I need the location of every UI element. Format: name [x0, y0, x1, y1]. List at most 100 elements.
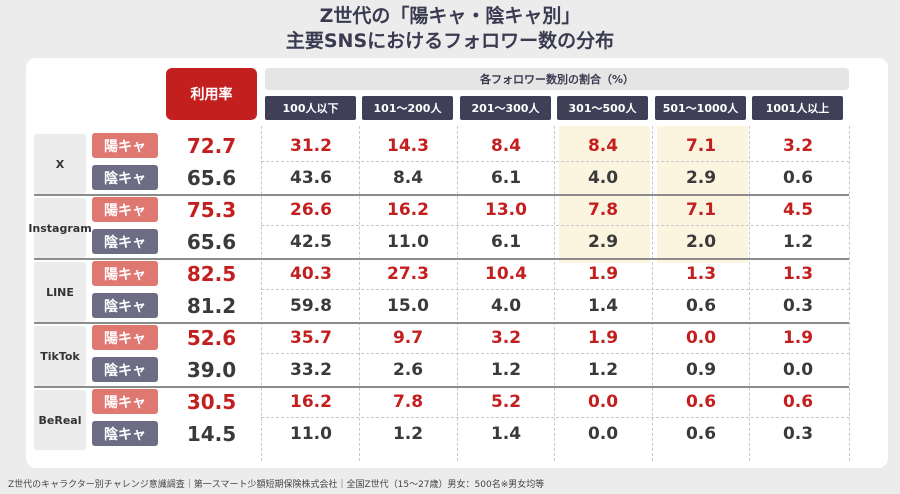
chart-title: Z世代の「陽キャ・陰キャ別」 主要SNSにおけるフォロワー数の分布 [0, 4, 900, 54]
platform-name-line: Be [38, 413, 55, 427]
share-value: 10.4 [485, 263, 527, 284]
platform-divider [34, 258, 849, 260]
usage-rate-value: 65.6 [186, 229, 237, 254]
column-header: 1001人以上 [752, 96, 843, 120]
share-value: 1.2 [392, 423, 424, 444]
platform-label: X [34, 134, 86, 194]
share-value: 0.0 [782, 359, 814, 380]
share-value: 16.2 [290, 391, 332, 412]
platform-name-line: X [55, 157, 65, 171]
share-value: 13.0 [485, 199, 527, 220]
share-value: 0.6 [782, 167, 814, 188]
share-value: 8.4 [392, 167, 424, 188]
share-value: 16.2 [387, 199, 429, 220]
platform-divider [34, 322, 849, 324]
share-value: 0.9 [685, 359, 717, 380]
column-header: 101〜200人 [362, 96, 453, 120]
share-value: 15.0 [387, 295, 429, 316]
row-divider [261, 353, 849, 354]
column-header: 301〜500人 [557, 96, 648, 120]
share-value: 59.8 [290, 295, 332, 316]
badge-yokya: 陽キャ [92, 133, 158, 158]
share-value: 6.1 [490, 167, 522, 188]
usage-rate-value: 72.7 [186, 133, 237, 158]
column-divider [749, 126, 750, 461]
share-value: 2.0 [685, 231, 717, 252]
share-value: 0.0 [685, 327, 717, 348]
share-value: 0.6 [685, 295, 717, 316]
badge-yokya: 陽キャ [92, 261, 158, 286]
usage-rate-value: 75.3 [186, 197, 237, 222]
platform-name-line: Tik [40, 349, 59, 363]
column-divider [554, 126, 555, 461]
share-value: 2.9 [685, 167, 717, 188]
share-value: 1.9 [782, 327, 814, 348]
share-value: 7.8 [392, 391, 424, 412]
badge-inkya: 陰キャ [92, 421, 158, 446]
share-value: 31.2 [290, 135, 332, 156]
share-value: 11.0 [387, 231, 429, 252]
share-value: 0.0 [587, 423, 619, 444]
row-divider [261, 417, 849, 418]
share-value: 7.8 [587, 199, 619, 220]
share-value: 5.2 [490, 391, 522, 412]
share-value: 27.3 [387, 263, 429, 284]
share-value: 1.3 [782, 263, 814, 284]
platform-label: Tik Tok [34, 326, 86, 386]
share-value: 0.6 [685, 391, 717, 412]
share-value: 9.7 [392, 327, 424, 348]
source-footer: Z世代のキャラクター別チャレンジ意識調査｜第一スマート少額短期保険株式会社｜全国… [8, 480, 545, 490]
badge-inkya: 陰キャ [92, 165, 158, 190]
share-value: 1.3 [685, 263, 717, 284]
column-header: 100人以下 [265, 96, 356, 120]
share-value: 2.9 [587, 231, 619, 252]
row-divider [261, 225, 849, 226]
share-value: 0.0 [587, 391, 619, 412]
share-header: 各フォロワー数別の割合（%） [265, 68, 849, 90]
title-line-1: Z世代の「陽キャ・陰キャ別」 [319, 5, 581, 27]
usage-rate-header: 利用率 [166, 68, 257, 120]
share-value: 3.2 [782, 135, 814, 156]
share-value: 0.3 [782, 423, 814, 444]
share-value: 4.5 [782, 199, 814, 220]
column-header: 501〜1000人 [655, 96, 746, 120]
share-value: 1.9 [587, 263, 619, 284]
platform-divider [34, 194, 849, 196]
title-line-2: 主要SNSにおけるフォロワー数の分布 [285, 30, 615, 52]
share-value: 11.0 [290, 423, 332, 444]
usage-rate-value: 14.5 [186, 421, 237, 446]
column-divider [457, 126, 458, 461]
platform-name-line: Tok [58, 349, 80, 363]
share-value: 7.1 [685, 199, 717, 220]
share-value: 33.2 [290, 359, 332, 380]
platform-divider [34, 386, 849, 388]
share-value: 8.4 [490, 135, 522, 156]
column-divider [261, 126, 262, 461]
usage-rate-value: 82.5 [186, 261, 237, 286]
platform-name-line: Insta [28, 221, 60, 235]
share-value: 7.1 [685, 135, 717, 156]
share-value: 1.4 [587, 295, 619, 316]
share-value: 6.1 [490, 231, 522, 252]
share-value: 4.0 [490, 295, 522, 316]
column-divider [652, 126, 653, 461]
share-value: 4.0 [587, 167, 619, 188]
share-value: 8.4 [587, 135, 619, 156]
row-divider [261, 161, 849, 162]
platform-name-line: LINE [46, 285, 74, 299]
badge-inkya: 陰キャ [92, 293, 158, 318]
platform-label: Be Real [34, 390, 86, 450]
share-value: 14.3 [387, 135, 429, 156]
column-header: 201〜300人 [460, 96, 551, 120]
usage-rate-value: 39.0 [186, 357, 237, 382]
share-value: 0.6 [782, 391, 814, 412]
badge-yokya: 陽キャ [92, 389, 158, 414]
share-value: 2.6 [392, 359, 424, 380]
badge-yokya: 陽キャ [92, 197, 158, 222]
usage-rate-value: 52.6 [186, 325, 237, 350]
share-value: 40.3 [290, 263, 332, 284]
share-value: 1.2 [782, 231, 814, 252]
share-value: 42.5 [290, 231, 332, 252]
column-divider [849, 126, 850, 461]
badge-yokya: 陽キャ [92, 325, 158, 350]
